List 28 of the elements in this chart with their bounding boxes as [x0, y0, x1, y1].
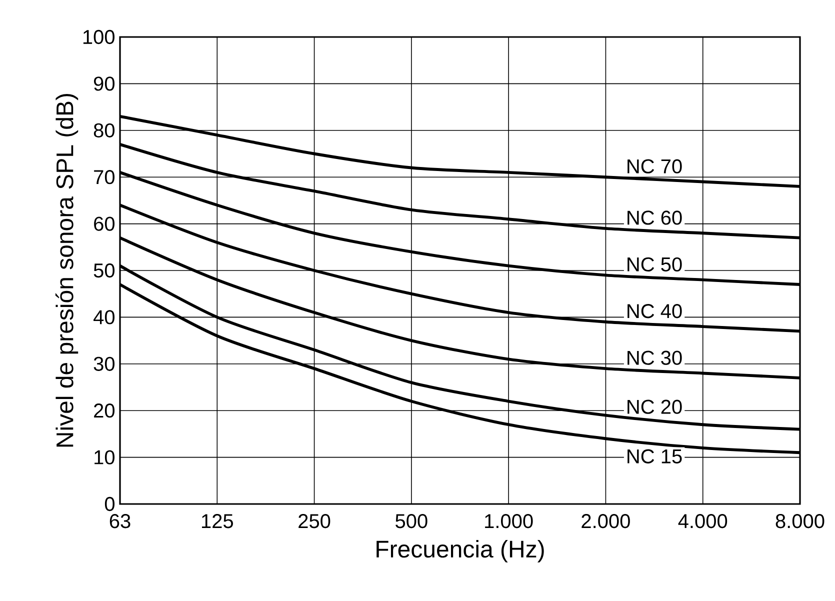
x-tick-label: 8.000 — [776, 514, 824, 528]
y-tick-label: 40 — [94, 310, 114, 324]
x-axis-title: Frecuencia (Hz) — [376, 540, 544, 562]
y-tick-label: 50 — [94, 263, 114, 278]
y-tick-label: 10 — [94, 450, 114, 464]
series-label: NC 15 — [628, 449, 682, 464]
y-tick-label: 0 — [104, 496, 114, 512]
x-tick-label: 1.000 — [485, 514, 533, 528]
series-label: NC 70 — [628, 159, 682, 174]
y-tick-label: 60 — [94, 216, 114, 231]
y-axis-title: Nivel de presión sonora SPL (dB) — [55, 94, 78, 447]
x-tick-label: 63 — [110, 514, 130, 528]
x-tick-label: 4.000 — [678, 514, 728, 528]
series-label: NC 40 — [628, 304, 682, 318]
x-tick-label: 2.000 — [582, 514, 630, 528]
y-tick-label: 80 — [94, 123, 114, 138]
y-tick-label: 90 — [94, 76, 114, 91]
series-label: NC 30 — [628, 350, 682, 365]
x-tick-label: 250 — [298, 514, 330, 528]
series-label: NC 20 — [628, 400, 682, 414]
series-label: NC 50 — [628, 257, 682, 272]
y-tick-label: 30 — [94, 356, 114, 371]
y-tick-label: 70 — [94, 170, 114, 184]
y-tick-label: 100 — [83, 30, 114, 44]
y-tick-label: 20 — [94, 404, 114, 418]
x-tick-label: 125 — [202, 514, 233, 528]
series-label: NC 60 — [628, 210, 682, 225]
x-tick-label: 500 — [396, 514, 428, 528]
